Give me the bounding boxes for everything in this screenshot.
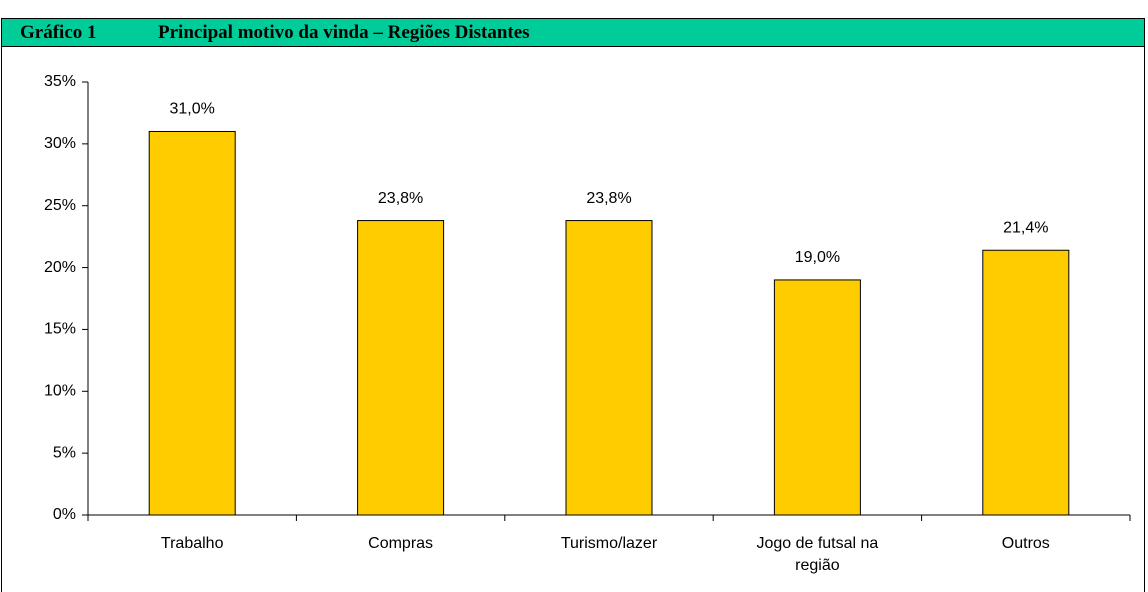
x-tick-label: Turismo/lazer (560, 535, 658, 552)
y-tick-label: 20% (44, 259, 76, 276)
y-tick-label: 15% (44, 321, 76, 338)
y-tick-label: 0% (53, 506, 76, 523)
x-tick-label: Outros (1001, 535, 1050, 552)
bar (148, 130, 236, 516)
x-tick-label: Compras (368, 535, 434, 552)
bar (565, 220, 653, 516)
data-label: 19,0% (795, 249, 840, 266)
y-tick-label: 25% (44, 197, 76, 214)
data-label: 23,8% (378, 190, 423, 207)
y-tick-label: 35% (44, 73, 76, 90)
bar (357, 220, 445, 516)
chart-header: Gráfico 1 Principal motivo da vinda – Re… (2, 19, 1144, 47)
bar (982, 249, 1070, 516)
y-tick-label: 5% (53, 444, 76, 461)
chart-title: Principal motivo da vinda – Regiões Dist… (158, 22, 530, 43)
data-label: 23,8% (586, 190, 631, 207)
x-tick-label: Jogo de futsal na região (756, 535, 879, 574)
data-label: 21,4% (1003, 219, 1048, 236)
chart-frame (1, 18, 1145, 592)
bar (773, 279, 861, 516)
y-tick-label: 30% (44, 135, 76, 152)
chart-label: Gráfico 1 (20, 22, 97, 43)
y-tick-label: 10% (44, 383, 76, 400)
data-label: 31,0% (170, 101, 215, 118)
x-tick-label: Trabalho (160, 535, 224, 552)
